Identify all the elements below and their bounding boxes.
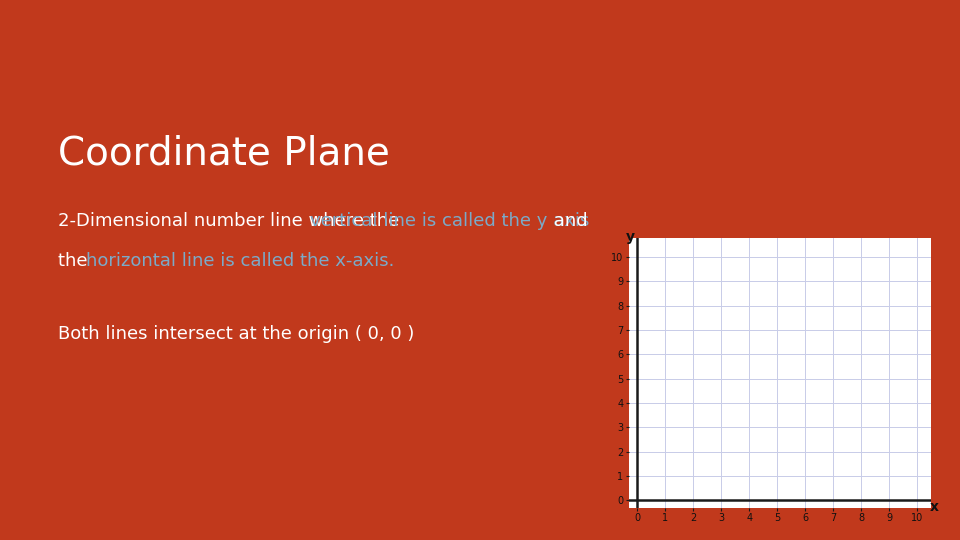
Text: 2-Dimensional number line where the: 2-Dimensional number line where the [58, 212, 404, 230]
Text: x: x [930, 500, 939, 514]
Text: horizontal line is called the x-axis.: horizontal line is called the x-axis. [85, 252, 394, 270]
Text: y: y [626, 230, 635, 244]
Text: Coordinate Plane: Coordinate Plane [58, 135, 390, 173]
Text: the: the [58, 252, 93, 270]
Text: Both lines intersect at the origin ( 0, 0 ): Both lines intersect at the origin ( 0, … [58, 325, 414, 343]
Text: vertical line is called the y axis: vertical line is called the y axis [309, 212, 589, 230]
Text: and: and [547, 212, 588, 230]
